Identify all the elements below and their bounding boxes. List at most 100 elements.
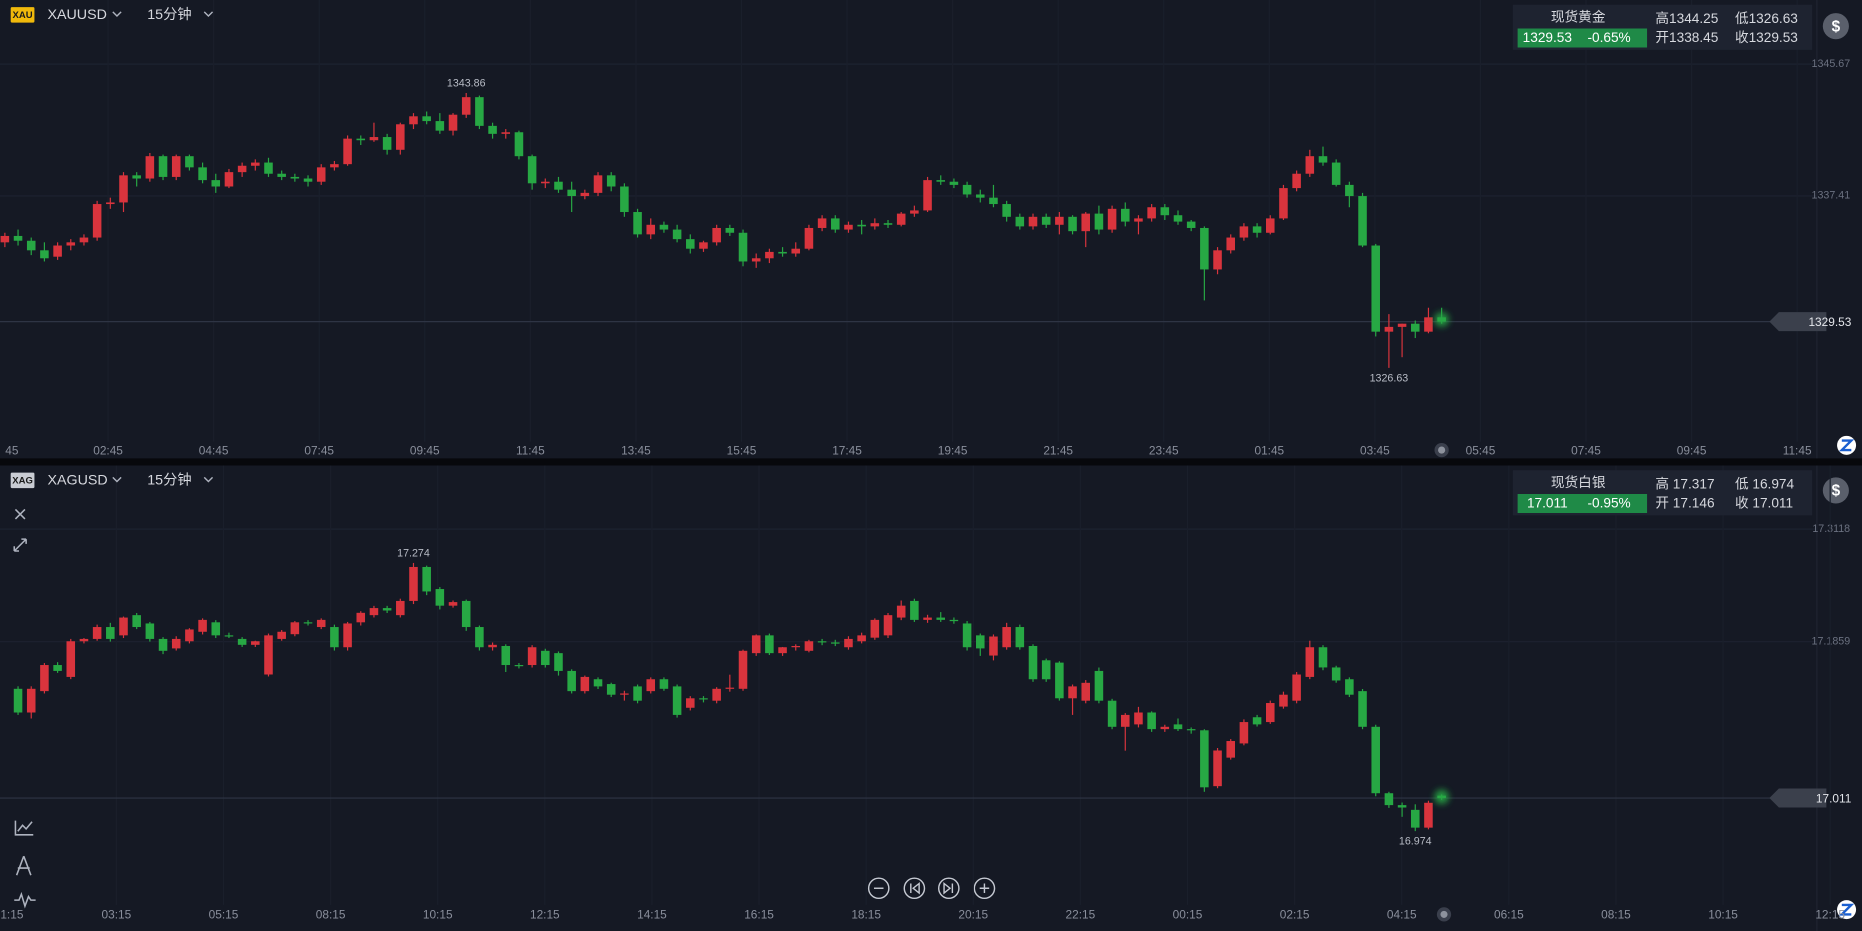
zoom-in-button[interactable] <box>973 877 996 900</box>
candle-body <box>475 627 484 648</box>
expand-button[interactable] <box>13 538 27 552</box>
candle-body <box>923 617 932 620</box>
candle-body <box>1028 216 1038 227</box>
x-tick-label: 10:15 <box>423 908 453 922</box>
quote-low: 低 16.974 <box>1735 477 1795 492</box>
candle-body <box>119 175 128 203</box>
candle-body <box>369 137 379 141</box>
quote-price: 17.011 <box>1527 496 1568 511</box>
candle-body <box>1213 250 1222 270</box>
zoom-out-button[interactable] <box>867 877 890 900</box>
x-tick-label: 08:15 <box>316 908 346 922</box>
candle-body <box>554 653 563 671</box>
scroll-start-button[interactable] <box>903 877 926 900</box>
candle-body <box>896 605 906 618</box>
candle-body <box>1002 204 1011 217</box>
x-tick-label: 19:45 <box>938 443 968 457</box>
draw-button[interactable] <box>15 855 32 876</box>
candle-body <box>198 167 207 181</box>
candle-body <box>1200 730 1209 788</box>
currency-button[interactable]: $ <box>1822 477 1849 504</box>
candle-body <box>277 173 286 177</box>
candle-body <box>712 688 721 701</box>
candle-body <box>475 97 484 126</box>
candle-body <box>1173 724 1183 730</box>
quote-open: 开 17.146 <box>1655 496 1714 511</box>
candle-body <box>198 619 207 632</box>
candle-body <box>290 176 300 179</box>
wave-button[interactable] <box>14 891 36 909</box>
candle-body <box>1318 647 1328 668</box>
candle-body <box>1410 323 1420 332</box>
candle-body <box>514 665 524 667</box>
scroll-end-button[interactable] <box>938 877 960 900</box>
candle-body <box>883 223 893 225</box>
candle-body <box>989 197 998 205</box>
candle-body <box>870 223 880 227</box>
currency-button[interactable]: $ <box>1822 13 1849 40</box>
y-tick-label: 17.1859 <box>1812 636 1851 648</box>
candle-body <box>527 156 537 184</box>
candle-body <box>567 189 576 197</box>
candle-body <box>1186 729 1196 731</box>
candle-body <box>369 608 379 616</box>
candle-body <box>831 642 840 644</box>
x-tick-label: 09:45 <box>410 443 440 457</box>
candle-body <box>1410 809 1420 828</box>
candle-body <box>1015 627 1025 648</box>
low-label: 1326.63 <box>1370 372 1409 384</box>
candle-body <box>1068 686 1077 699</box>
candle-body <box>1437 317 1446 322</box>
candle-body <box>211 622 221 636</box>
candle-body <box>620 693 629 695</box>
candle-body <box>751 635 761 654</box>
symbol[interactable]: XAGUSD <box>48 473 108 489</box>
candle-body <box>857 224 866 227</box>
candle-body <box>1345 184 1354 197</box>
interval[interactable]: 15分钟 <box>147 472 191 489</box>
x-tick-label: 03:45 <box>1360 443 1390 457</box>
candle-body <box>316 619 326 628</box>
candle-body <box>699 698 708 700</box>
indicator-button[interactable] <box>14 820 34 836</box>
candle-body <box>13 688 23 713</box>
x-tick-label: 01:45 <box>1254 443 1284 457</box>
candle-body <box>1107 208 1117 230</box>
candle-body <box>1305 647 1315 677</box>
candle-body <box>580 676 590 692</box>
close-button[interactable] <box>14 508 26 520</box>
candle-body <box>1305 156 1315 174</box>
candle-body <box>396 600 405 616</box>
candle-body <box>514 132 524 157</box>
candle-body <box>1397 805 1407 808</box>
candle-body <box>251 641 260 645</box>
candle-body <box>185 629 194 642</box>
candle-body <box>251 162 260 166</box>
candle-body <box>1094 213 1104 230</box>
y-tick-label: 17.3118 <box>1812 523 1850 535</box>
candle-body <box>1226 741 1235 758</box>
candle-body <box>1424 317 1433 332</box>
candle-body <box>593 175 603 193</box>
interval[interactable]: 15分钟 <box>147 6 191 23</box>
candle-body <box>132 615 141 628</box>
candle-body <box>712 227 721 243</box>
candle-body <box>264 162 273 174</box>
x-tick-label: 08:15 <box>1601 908 1631 922</box>
candle-body <box>106 627 115 639</box>
symbol[interactable]: XAUUSD <box>48 7 107 23</box>
quote-price: 1329.53 <box>1523 30 1572 45</box>
candle-body <box>580 192 590 197</box>
candle-body <box>699 242 708 249</box>
logo <box>1837 435 1857 455</box>
quote-name: 现货黄金 <box>1551 8 1606 24</box>
candle-body <box>646 224 656 235</box>
candle-body <box>1437 795 1446 799</box>
candle-body <box>1265 218 1275 233</box>
candle-body <box>435 589 445 606</box>
x-tick-label: 18:15 <box>851 908 881 922</box>
x-tick-label: 15:45 <box>727 443 757 457</box>
quote-name: 现货白银 <box>1551 474 1606 490</box>
candle-body <box>567 670 576 692</box>
